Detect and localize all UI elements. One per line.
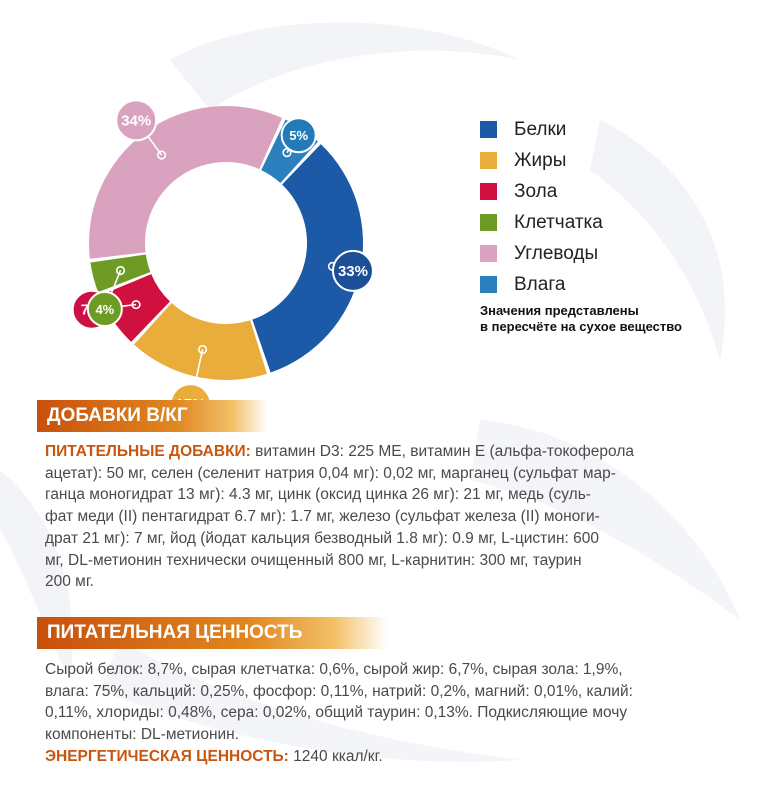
chart-legend: Белки Жиры Зола Клетчатка Углеводы Влага — [480, 114, 603, 300]
legend-label: Углеводы — [514, 242, 599, 264]
chart-note: Значения представлены в пересчёте на сух… — [480, 303, 682, 335]
line-text: драт 21 мг): 7 мг, йод (йодат кальция бе… — [45, 529, 599, 547]
text-line: ганца моногидрат 13 мг): 4.3 мг, цинк (о… — [45, 484, 725, 506]
chart-note-line: Значения представлены — [480, 303, 639, 318]
callout-anchor — [157, 150, 167, 160]
callout-anchor — [197, 344, 208, 355]
line-text: компоненты: DL-метионин. — [45, 726, 240, 744]
line-text: влага: 75%, кальций: 0,25%, фосфор: 0,11… — [45, 682, 633, 700]
data-label-badge — [280, 117, 317, 154]
text-line: ацетат): 50 мг, селен (селенит натрия 0,… — [45, 463, 725, 485]
data-label-badge — [86, 291, 123, 328]
line-text: фат меди (II) пентагидрат 6.7 мг): 1.7 м… — [45, 508, 600, 526]
legend-swatch — [480, 214, 497, 231]
data-label: 4% — [95, 302, 114, 317]
text-line: ЭНЕРГЕТИЧЕСКАЯ ЦЕННОСТЬ: 1240 ккал/кг. — [45, 746, 725, 768]
donut-chart: 33%17%7%4%34%5% — [71, 99, 374, 410]
legend-item: Жиры — [480, 145, 603, 176]
nutrition-body: Сырой белок: 8,7%, сырая клетчатка: 0,6%… — [45, 659, 725, 768]
text-line: драт 21 мг): 7 мг, йод (йодат кальция бе… — [45, 528, 725, 550]
text-line: ПИТАТЕЛЬНЫЕ ДОБАВКИ: витамин D3: 225 МЕ,… — [45, 441, 725, 463]
line-text: 200 мг. — [45, 573, 94, 591]
text-line: мг, DL-метионин технически очищенный 800… — [45, 550, 725, 572]
text-line: Сырой белок: 8,7%, сырая клетчатка: 0,6%… — [45, 659, 725, 681]
line-text: 0,11%, хлориды: 0,48%, сера: 0,02%, общи… — [45, 704, 628, 722]
line-text: мг, DL-метионин технически очищенный 800… — [45, 551, 582, 569]
donut-slice-2 — [133, 303, 267, 381]
legend-swatch — [480, 121, 497, 138]
legend-label: Жиры — [514, 149, 567, 171]
callout-anchor — [115, 265, 126, 276]
bold-label: ЭНЕРГЕТИЧЕСКАЯ ЦЕННОСТЬ: — [45, 747, 289, 765]
legend-swatch — [480, 152, 497, 169]
line-text: Сырой белок: 8,7%, сырая клетчатка: 0,6%… — [45, 661, 623, 678]
text-line: 0,11%, хлориды: 0,48%, сера: 0,02%, общи… — [45, 702, 725, 724]
legend-swatch — [480, 276, 497, 293]
legend-item: Клетчатка — [480, 207, 603, 238]
legend-label: Белки — [514, 118, 567, 140]
text-line: 200 мг. — [45, 571, 725, 593]
line-text: ацетат): 50 мг, селен (селенит натрия 0,… — [45, 464, 616, 482]
donut-slice-4 — [90, 254, 151, 293]
legend-item: Влага — [480, 269, 603, 300]
legend-label: Зола — [514, 180, 558, 202]
data-label: 5% — [289, 128, 308, 143]
line-text: 1240 ккал/кг. — [288, 747, 383, 765]
supplements-body: ПИТАТЕЛЬНЫЕ ДОБАВКИ: витамин D3: 225 МЕ,… — [45, 441, 725, 593]
legend-swatch — [480, 245, 497, 262]
text-line: влага: 75%, кальций: 0,25%, фосфор: 0,11… — [45, 681, 725, 703]
chart-note-line: в пересчёте на сухое вещество — [480, 319, 683, 334]
legend-item: Углеводы — [480, 238, 603, 269]
text-line: фат меди (II) пентагидрат 6.7 мг): 1.7 м… — [45, 506, 725, 528]
line-text: ганца моногидрат 13 мг): 4.3 мг, цинк (о… — [45, 486, 591, 504]
legend-item: Белки — [480, 114, 603, 145]
legend-label: Клетчатка — [514, 211, 603, 233]
donut-slice-5 — [88, 105, 283, 259]
line-text: витамин D3: 225 МЕ, витамин Е (альфа-ток… — [250, 443, 634, 460]
donut-slice-1 — [252, 144, 363, 373]
supplements-heading: ДОБАВКИ В/КГ — [37, 400, 267, 432]
data-label: 34% — [121, 112, 151, 129]
data-label-badge — [331, 249, 374, 292]
legend-item: Зола — [480, 176, 603, 207]
text-line: компоненты: DL-метионин. — [45, 724, 725, 746]
legend-swatch — [480, 183, 497, 200]
callout-anchor — [131, 299, 141, 310]
legend-label: Влага — [514, 273, 566, 295]
bold-label: ПИТАТЕЛЬНЫЕ ДОБАВКИ: — [45, 443, 251, 460]
nutrition-heading: ПИТАТЕЛЬНАЯ ЦЕННОСТЬ — [37, 617, 387, 649]
data-label: 33% — [338, 263, 368, 280]
data-label-badge — [115, 99, 158, 142]
